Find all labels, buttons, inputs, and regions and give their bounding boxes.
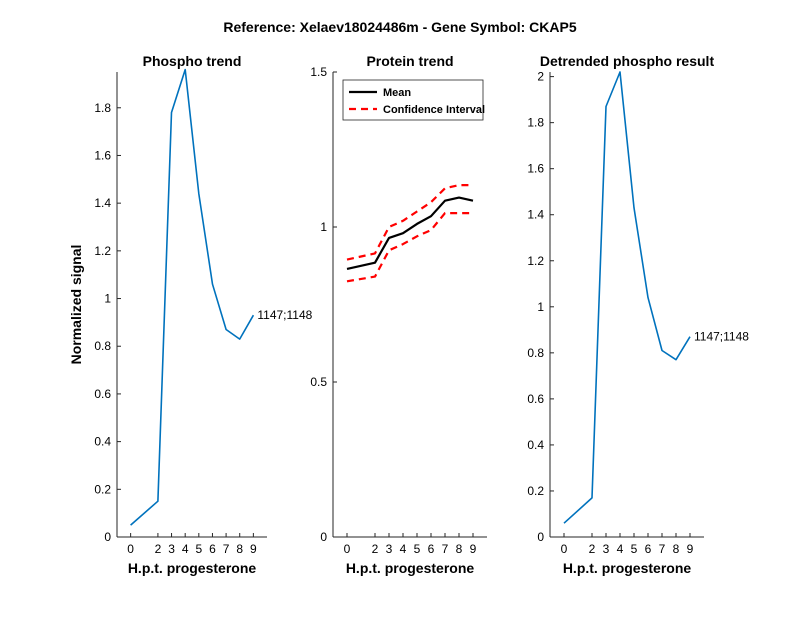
legend-entry-label: Mean [383,87,411,99]
y-tick-label: 1.5 [310,65,327,79]
x-tick-label: 7 [442,542,449,556]
figure-suptitle: Reference: Xelaev18024486m - Gene Symbol… [223,19,576,35]
legend-entry-label: Confidence Interval [383,104,485,116]
legend-box [342,79,484,121]
y-tick-label: 0.6 [527,392,544,406]
confidence-interval-line [346,184,473,261]
y-tick-label: 0.4 [527,438,544,452]
x-tick-label: 3 [386,542,393,556]
x-tick-label: 9 [470,542,477,556]
chart-panels: 00.20.40.60.811.21.41.61.80 2 3 4 5 6 7 8 9Phosp… [68,53,749,576]
chart-panel-2: 0 0.5 1 1.5 0 2 3 4 5 6 7 8 9 Protein trend H.p.t. pro… [310,53,487,576]
x-tick-label: 4 [400,542,407,556]
chart-panel-1: 0 0.2 0.4 0.6 0.8 1 1.2 1.4 1.6 1.8 0 2 3 4 5 6 7 8 9 Phosp… [68,53,313,576]
x-tick-label: 8 [236,542,243,556]
y-tick-label: 0.2 [94,482,111,496]
y-tick-label: 0 [320,530,327,544]
y-tick-label: 1 [104,292,111,306]
y-tick-label: 0 [104,530,111,544]
y-tick-label: 0.6 [94,387,111,401]
x-tick-label: 9 [687,542,694,556]
panel-title: Phospho trend [143,53,242,69]
y-tick-label: 0.4 [94,435,111,449]
line-end-annotation: 1147;1148 [694,330,749,344]
y-tick-label: 1.8 [94,101,111,115]
line-end-annotation: 1147;1148 [257,308,312,322]
y-tick-label: 0 [537,530,544,544]
y-tick-label: 1 [537,300,544,314]
x-tick-label: 2 [155,542,162,556]
x-tick-label: 3 [603,542,610,556]
x-tick-label: 4 [182,542,189,556]
phospho-line [130,68,255,526]
y-tick-label: 1.4 [527,208,544,222]
y-tick-label: 1.2 [527,254,544,268]
y-tick-label: 1.8 [527,116,544,130]
phospho-line [563,71,691,524]
y-tick-label: 0.8 [94,339,111,353]
x-tick-label: 3 [168,542,175,556]
confidence-interval-line [346,212,473,283]
y-tick-label: 1.6 [94,148,111,162]
y-axis-label: Normalized signal [68,245,84,365]
x-tick-label: 0 [127,542,134,556]
y-tick-label: 0.5 [310,375,327,389]
y-tick-label: 0.8 [527,346,544,360]
y-tick-label: 1.6 [527,162,544,176]
x-tick-label: 8 [456,542,463,556]
mean-line [346,196,474,270]
x-tick-label: 6 [428,542,435,556]
x-tick-label: 2 [589,542,596,556]
x-tick-label: 6 [209,542,216,556]
x-axis-label: H.p.t. progesterone [346,560,475,576]
x-tick-label: 5 [195,542,202,556]
y-tick-label: 2 [537,70,544,84]
y-tick-label: 0.2 [527,484,544,498]
y-tick-label: 1 [320,220,327,234]
y-tick-label: 1.2 [94,244,111,258]
x-tick-label: 2 [372,542,379,556]
panel-title: Detrended phospho result [540,53,715,69]
x-tick-label: 6 [645,542,652,556]
x-axis-label: H.p.t. progesterone [563,560,692,576]
x-tick-label: 0 [561,542,568,556]
panel-title: Protein trend [366,53,453,69]
x-tick-label: 7 [223,542,230,556]
x-tick-label: 5 [414,542,421,556]
chart-panel-3: 00.20.40.60.811.21.41.61.820 2 3 4 5 6 7 8 9Detr… [527,53,749,576]
x-tick-label: 9 [250,542,257,556]
x-tick-label: 5 [631,542,638,556]
x-tick-label: 4 [617,542,624,556]
x-axis-label: H.p.t. progesterone [128,560,257,576]
x-tick-label: 8 [673,542,680,556]
x-tick-label: 0 [344,542,351,556]
y-tick-label: 1.4 [94,196,111,210]
x-tick-label: 7 [659,542,666,556]
